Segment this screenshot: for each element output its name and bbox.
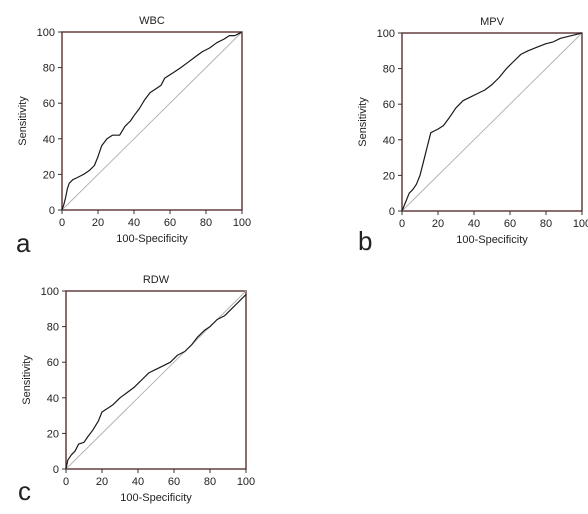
x-tick-label: 100 xyxy=(573,218,588,230)
reference-diagonal xyxy=(65,290,247,470)
plot-frame xyxy=(65,290,247,470)
y-tick-label: 0 xyxy=(53,464,59,476)
x-tick-label: 0 xyxy=(59,217,65,229)
y-tick-label: 60 xyxy=(43,98,55,110)
x-tick-label: 20 xyxy=(96,476,108,488)
y-axis-title: Sensitivity xyxy=(357,97,369,147)
x-tick-label: 40 xyxy=(128,217,140,229)
y-tick-label: 0 xyxy=(389,206,395,218)
x-tick-label: 60 xyxy=(164,217,176,229)
y-tick-label: 0 xyxy=(49,205,55,217)
y-tick-label: 20 xyxy=(43,169,55,181)
reference-diagonal xyxy=(401,32,583,212)
x-axis-title: 100-Specificity xyxy=(120,492,192,504)
y-axis-title: Sensitivity xyxy=(21,355,33,405)
roc-curve-line xyxy=(61,31,243,211)
y-tick-label: 80 xyxy=(47,322,59,334)
x-tick-label: 80 xyxy=(540,218,552,230)
y-tick-label: 20 xyxy=(47,428,59,440)
x-tick-label: 40 xyxy=(132,476,144,488)
x-tick-label: 0 xyxy=(399,218,405,230)
roc-curve-line xyxy=(401,32,583,212)
panel-label: b xyxy=(358,226,372,256)
chart-title: RDW xyxy=(143,274,170,286)
x-tick-label: 20 xyxy=(92,217,104,229)
panel-label: c xyxy=(18,476,31,506)
x-tick-label: 100 xyxy=(233,217,251,229)
x-tick-label: 60 xyxy=(168,476,180,488)
x-tick-label: 0 xyxy=(63,476,69,488)
y-tick-label: 80 xyxy=(383,64,395,76)
y-tick-label: 40 xyxy=(383,135,395,147)
panel-label: a xyxy=(16,228,31,258)
y-tick-label: 60 xyxy=(47,357,59,369)
roc-curve-line xyxy=(65,294,247,470)
x-tick-label: 20 xyxy=(432,218,444,230)
y-tick-label: 40 xyxy=(43,134,55,146)
x-axis-title: 100-Specificity xyxy=(456,234,528,246)
plot-frame xyxy=(61,31,243,211)
chart-title: MPV xyxy=(480,16,505,28)
x-tick-label: 60 xyxy=(504,218,516,230)
y-tick-label: 60 xyxy=(383,99,395,111)
x-tick-label: 40 xyxy=(468,218,480,230)
y-tick-label: 40 xyxy=(47,393,59,405)
reference-diagonal xyxy=(61,31,243,211)
y-tick-label: 100 xyxy=(37,27,55,39)
y-axis-title: Sensitivity xyxy=(17,96,29,146)
x-tick-label: 100 xyxy=(237,476,255,488)
y-tick-label: 100 xyxy=(377,28,395,40)
y-tick-label: 20 xyxy=(383,170,395,182)
roc-panel-a: 0 20 40 60 80 100 0 20 40 60 80 100 WBC 100-Specifici… xyxy=(16,15,251,258)
y-tick-label: 80 xyxy=(43,63,55,75)
x-axis-title: 100-Specificity xyxy=(116,233,188,245)
y-tick-label: 100 xyxy=(41,286,59,298)
plot-frame xyxy=(401,32,583,212)
x-tick-label: 80 xyxy=(200,217,212,229)
chart-title: WBC xyxy=(139,15,165,27)
roc-panel-c: 0 20 40 60 80 100 0 20 40 60 80 100 RDW 100-Specifici… xyxy=(18,274,255,506)
x-tick-label: 80 xyxy=(204,476,216,488)
roc-panel-b: 0 20 40 60 80 100 0 20 40 60 80 100 MPV 100-Specifici… xyxy=(357,16,588,256)
